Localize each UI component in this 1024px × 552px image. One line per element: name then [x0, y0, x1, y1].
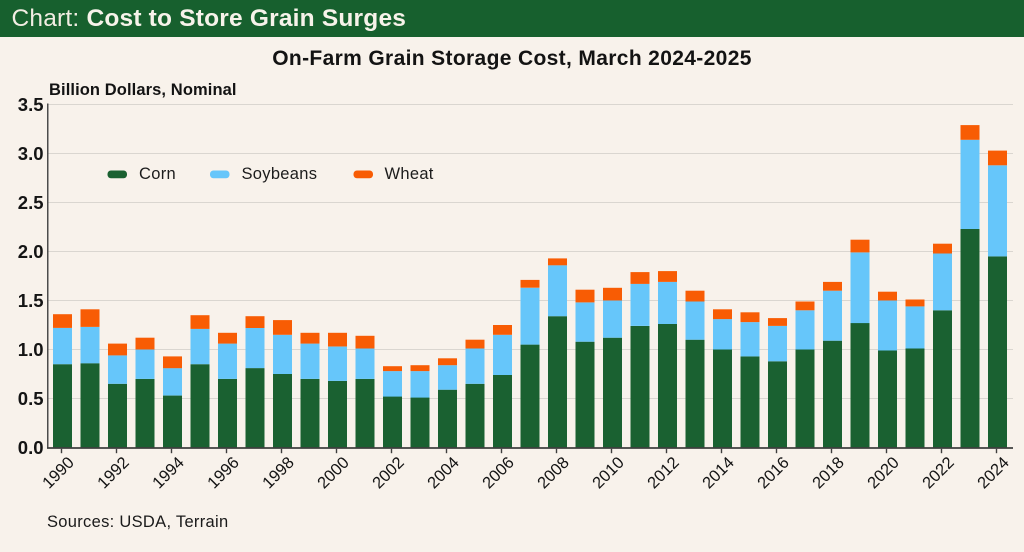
svg-text:2006: 2006	[479, 454, 518, 493]
svg-text:2010: 2010	[589, 454, 628, 493]
svg-text:2008: 2008	[534, 454, 573, 493]
svg-text:2022: 2022	[919, 454, 958, 493]
svg-text:2.0: 2.0	[18, 241, 44, 262]
svg-text:1992: 1992	[94, 454, 133, 493]
svg-text:2012: 2012	[644, 454, 683, 493]
svg-text:2016: 2016	[754, 454, 793, 493]
svg-text:1996: 1996	[204, 454, 243, 493]
svg-text:Wheat: Wheat	[385, 165, 434, 183]
svg-text:2024: 2024	[974, 454, 1013, 493]
svg-text:2018: 2018	[809, 454, 848, 493]
svg-text:2.5: 2.5	[18, 192, 44, 213]
svg-text:0.5: 0.5	[18, 388, 44, 409]
svg-text:1994: 1994	[149, 454, 188, 493]
svg-text:3.5: 3.5	[18, 94, 44, 115]
svg-text:2004: 2004	[424, 454, 463, 493]
svg-text:2000: 2000	[314, 454, 353, 493]
svg-text:1.5: 1.5	[18, 290, 44, 311]
svg-text:Corn: Corn	[139, 165, 176, 183]
svg-text:3.0: 3.0	[18, 143, 44, 164]
svg-text:1.0: 1.0	[18, 339, 44, 360]
svg-text:0.0: 0.0	[18, 437, 44, 458]
svg-text:2020: 2020	[864, 454, 903, 493]
svg-text:1990: 1990	[39, 454, 78, 493]
svg-text:1998: 1998	[259, 454, 298, 493]
svg-text:2002: 2002	[369, 454, 408, 493]
svg-text:2014: 2014	[699, 454, 738, 493]
svg-text:Soybeans: Soybeans	[242, 165, 318, 183]
